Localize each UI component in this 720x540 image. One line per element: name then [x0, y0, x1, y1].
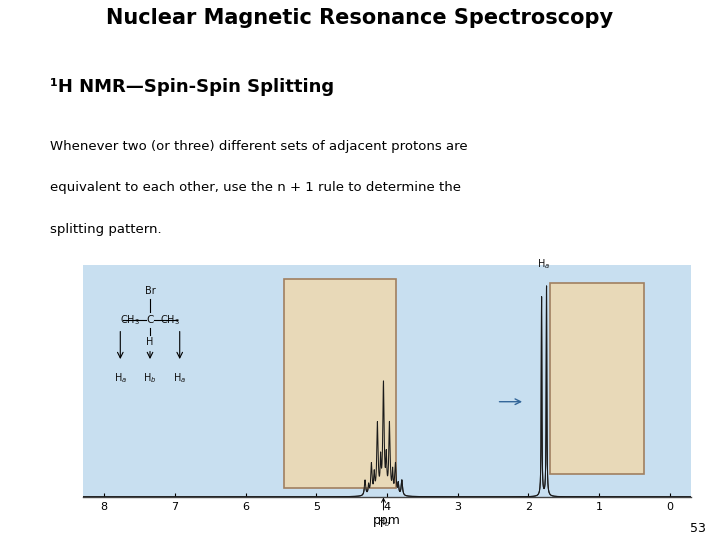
Text: H$_a$: H$_a$	[173, 371, 186, 384]
Text: splitting pattern.: splitting pattern.	[50, 223, 162, 236]
Text: CH$_3$: CH$_3$	[120, 313, 140, 327]
Text: equivalent to each other, use the n + 1 rule to determine the: equivalent to each other, use the n + 1 …	[50, 181, 462, 194]
Text: H$_a$: H$_a$	[538, 258, 551, 271]
Bar	[284, 279, 396, 488]
Bar	[550, 283, 644, 474]
X-axis label: ppm: ppm	[373, 515, 401, 528]
Text: ¹H NMR—Spin-Spin Splitting: ¹H NMR—Spin-Spin Splitting	[50, 78, 335, 96]
Text: H$_b$: H$_b$	[377, 498, 390, 529]
Text: H$_a$: H$_a$	[114, 371, 127, 384]
Text: H$_b$: H$_b$	[143, 371, 157, 384]
Text: Br: Br	[145, 286, 156, 296]
Text: CH$_3$: CH$_3$	[160, 313, 180, 327]
Text: H: H	[146, 337, 153, 347]
Text: 53: 53	[690, 522, 706, 535]
Text: C: C	[146, 315, 153, 325]
Text: Nuclear Magnetic Resonance Spectroscopy: Nuclear Magnetic Resonance Spectroscopy	[107, 8, 613, 28]
Text: Whenever two (or three) different sets of adjacent protons are: Whenever two (or three) different sets o…	[50, 140, 468, 153]
